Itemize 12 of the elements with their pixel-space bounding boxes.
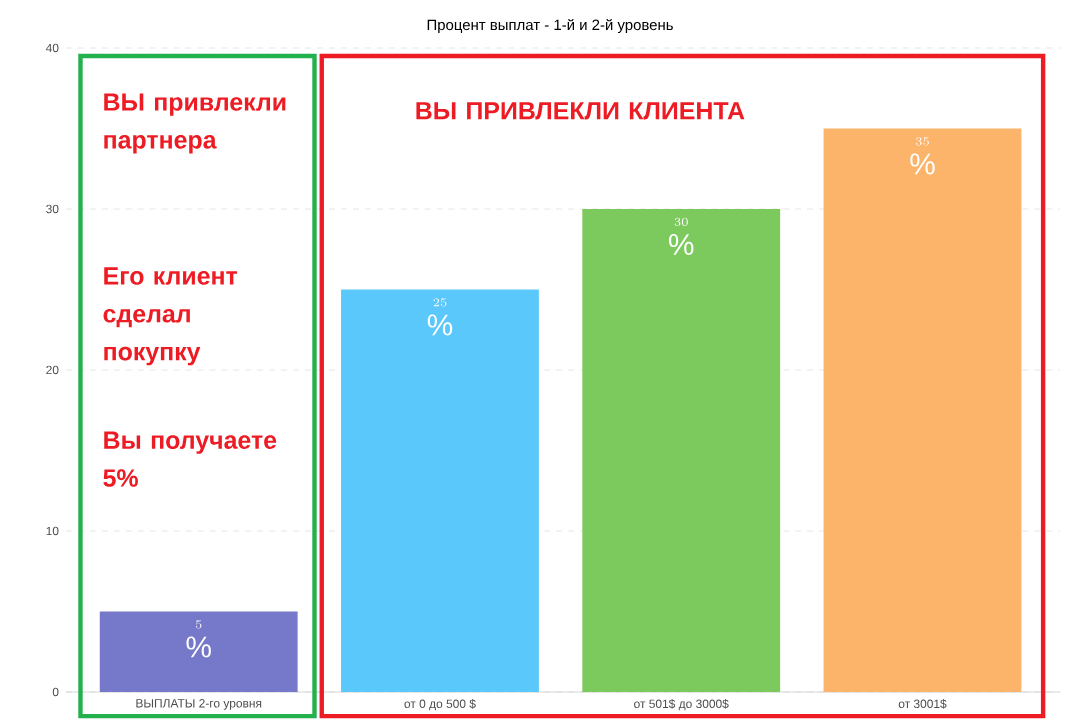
annotation: Его клиент сделал покупку	[103, 267, 238, 366]
annotation: Вы получаете 5%	[103, 431, 277, 487]
bar	[823, 128, 1022, 692]
bar	[99, 611, 298, 692]
bar	[341, 289, 539, 692]
annotation: %	[669, 234, 694, 255]
annotation: %	[427, 314, 453, 336]
annotation: %	[186, 636, 211, 658]
bar	[582, 209, 781, 692]
annotation: ВЫ привлекли партнера	[104, 93, 286, 154]
annotation: ВЫ ПРИВЛЕКЛИ КЛИЕНТА	[416, 102, 745, 120]
annotation: %	[910, 153, 935, 175]
